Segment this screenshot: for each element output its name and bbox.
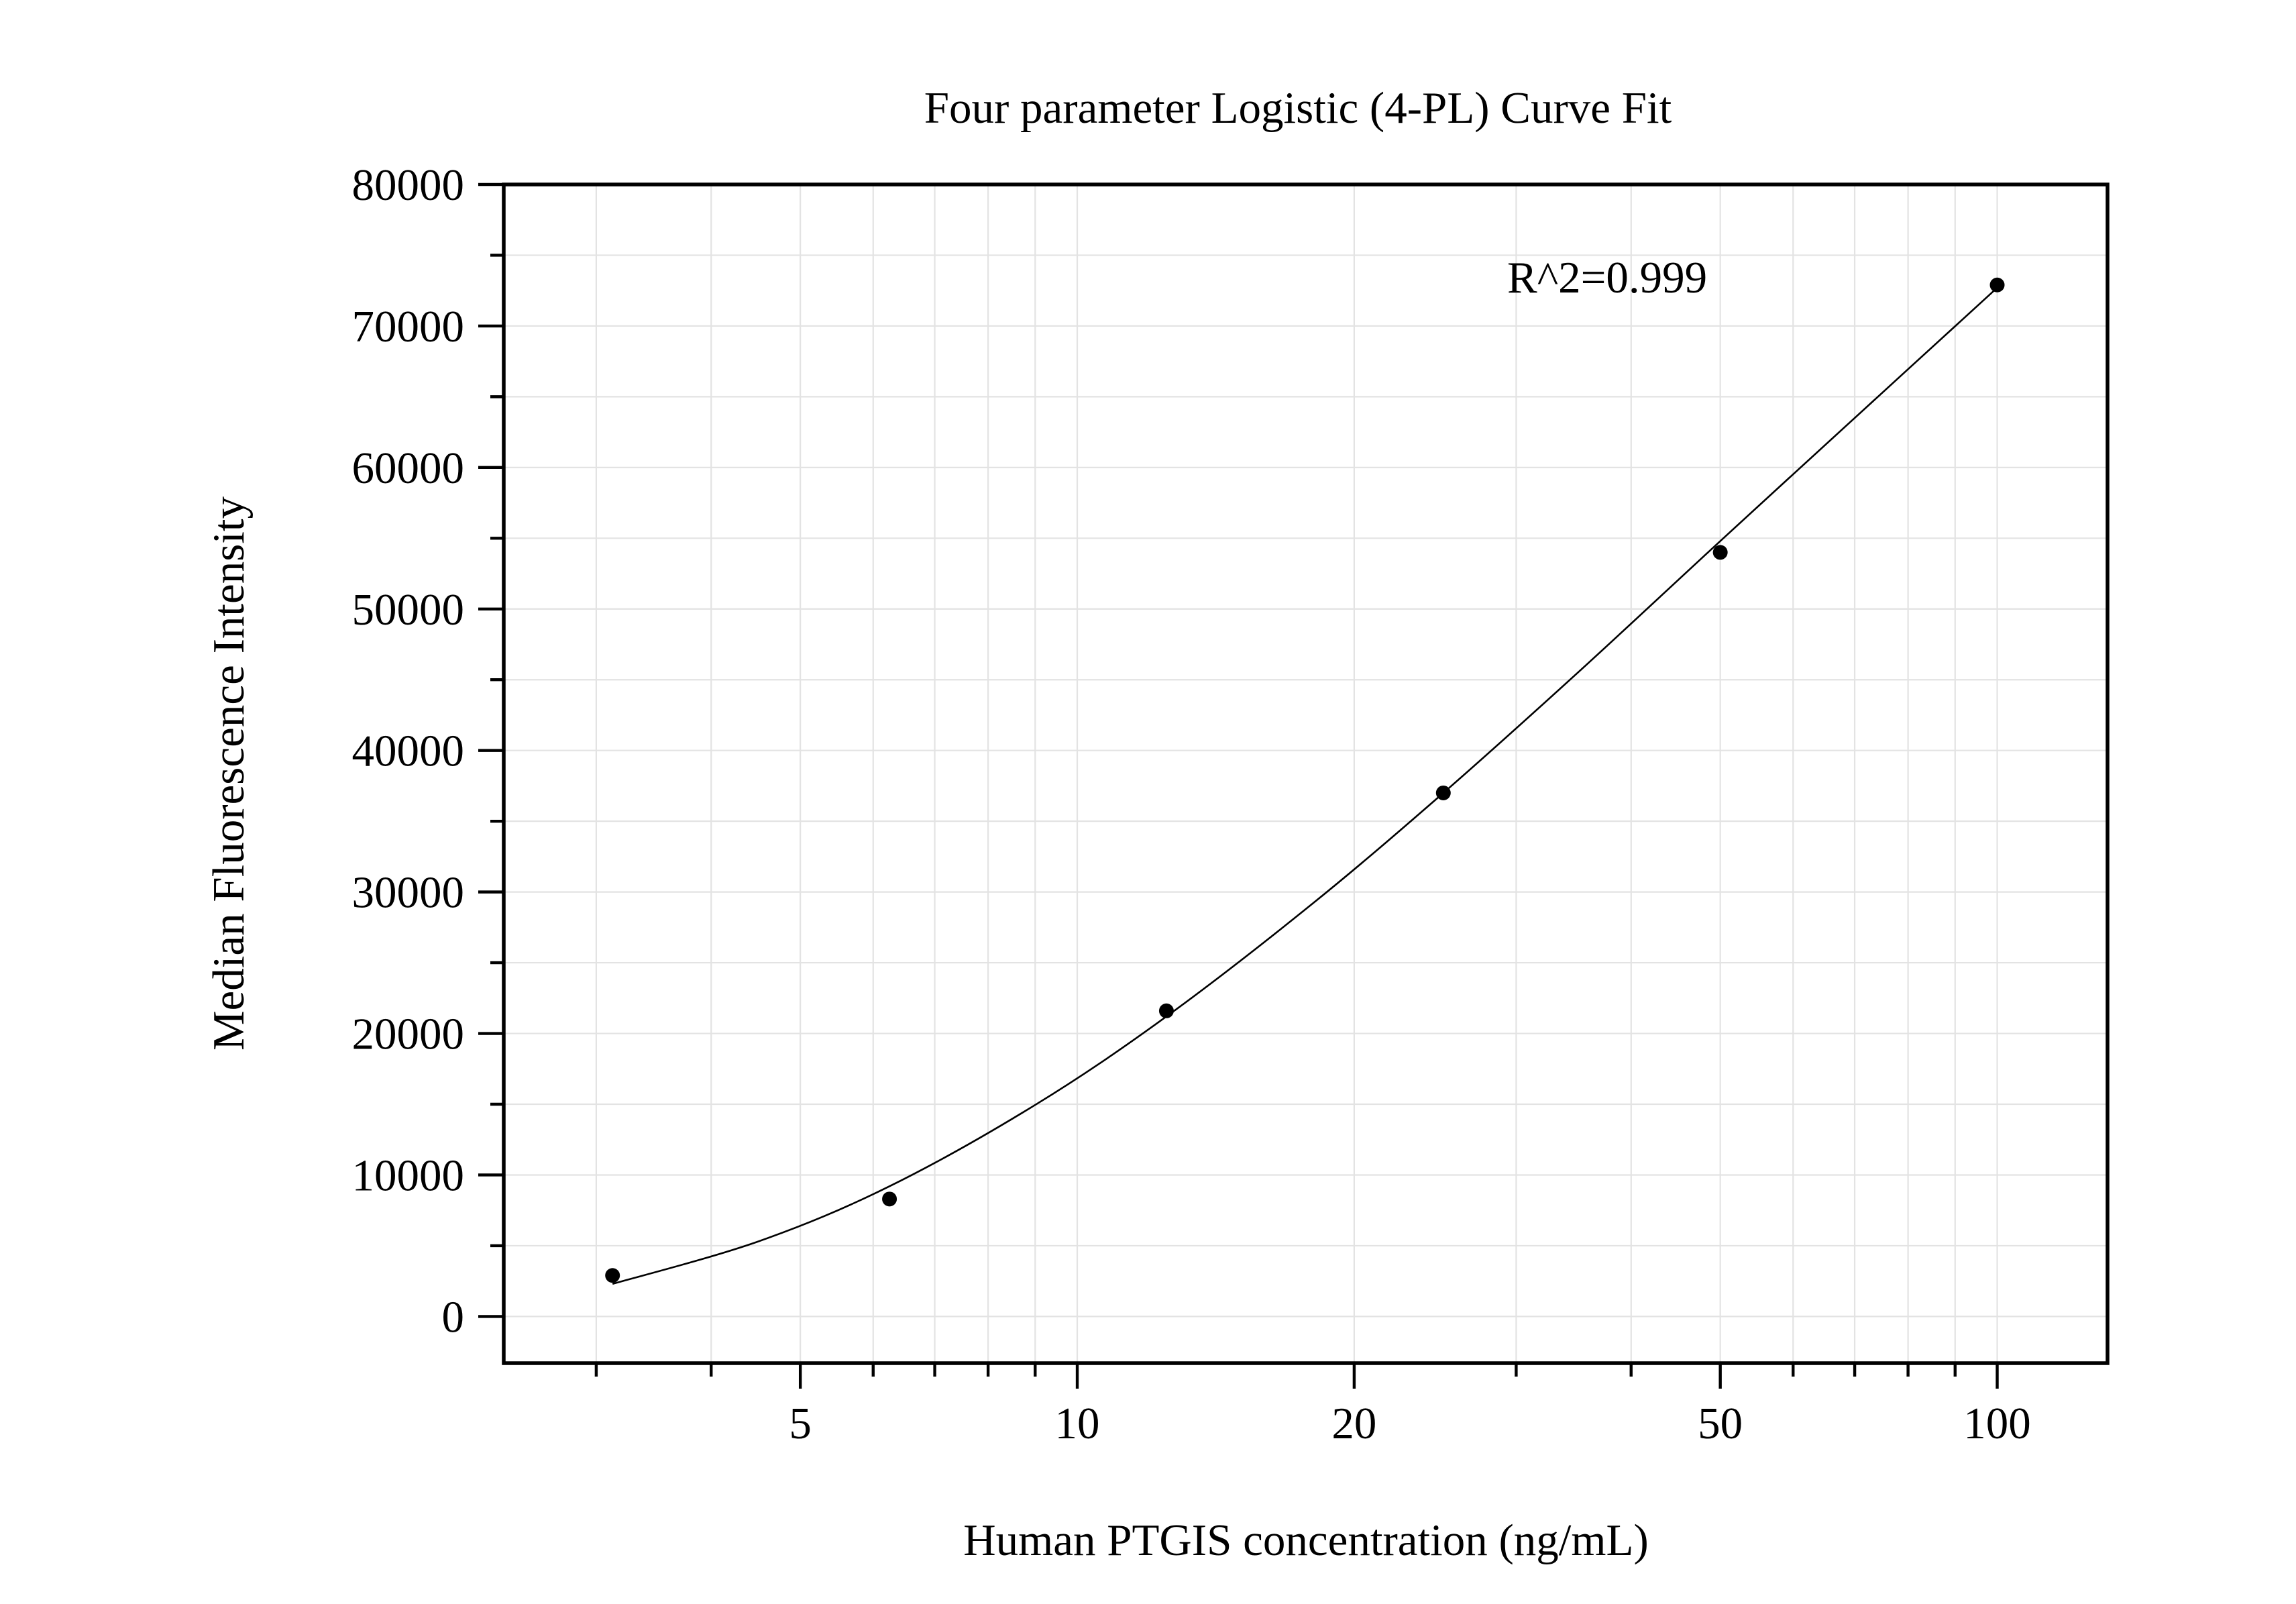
y-tick-label: 50000 — [352, 585, 465, 635]
data-point — [1435, 785, 1451, 800]
r-squared-annotation: R^2=0.999 — [1507, 253, 1707, 303]
x-tick-label: 50 — [1698, 1399, 1743, 1448]
x-tick-label: 10 — [1055, 1399, 1100, 1448]
data-point — [1712, 545, 1728, 560]
grid-lines — [504, 183, 2108, 1363]
x-tick-label: 100 — [1963, 1399, 2031, 1448]
y-axis: 0 10000 20000 30000 40000 50000 60000 70000 8000… — [352, 160, 504, 1342]
data-point — [605, 1268, 620, 1283]
y-axis-label: Median Fluorescence Intensity — [204, 496, 254, 1051]
x-axis: 5 10 20 50 100 — [594, 1363, 2031, 1448]
y-tick-label: 10000 — [352, 1151, 465, 1200]
y-tick-label: 60000 — [352, 443, 465, 493]
x-tick-label: 5 — [789, 1399, 812, 1448]
x-axis-label: Human PTGIS concentration (ng/mL) — [963, 1515, 1649, 1565]
plot-frame — [502, 182, 2110, 1365]
data-point — [882, 1191, 897, 1207]
y-tick-label: 70000 — [352, 302, 465, 352]
y-tick-label: 0 — [442, 1292, 465, 1342]
x-tick-label: 20 — [1331, 1399, 1376, 1448]
data-point — [1989, 277, 2005, 292]
y-tick-label: 30000 — [352, 868, 465, 918]
plot-data — [605, 277, 2005, 1285]
y-tick-label: 80000 — [352, 160, 465, 210]
data-point — [1158, 1003, 1174, 1018]
y-tick-label: 20000 — [352, 1010, 465, 1059]
y-tick-label: 40000 — [352, 727, 465, 776]
fit-curve — [612, 287, 1998, 1285]
chart-title: Four parameter Logistic (4-PL) Curve Fit — [924, 83, 1672, 133]
